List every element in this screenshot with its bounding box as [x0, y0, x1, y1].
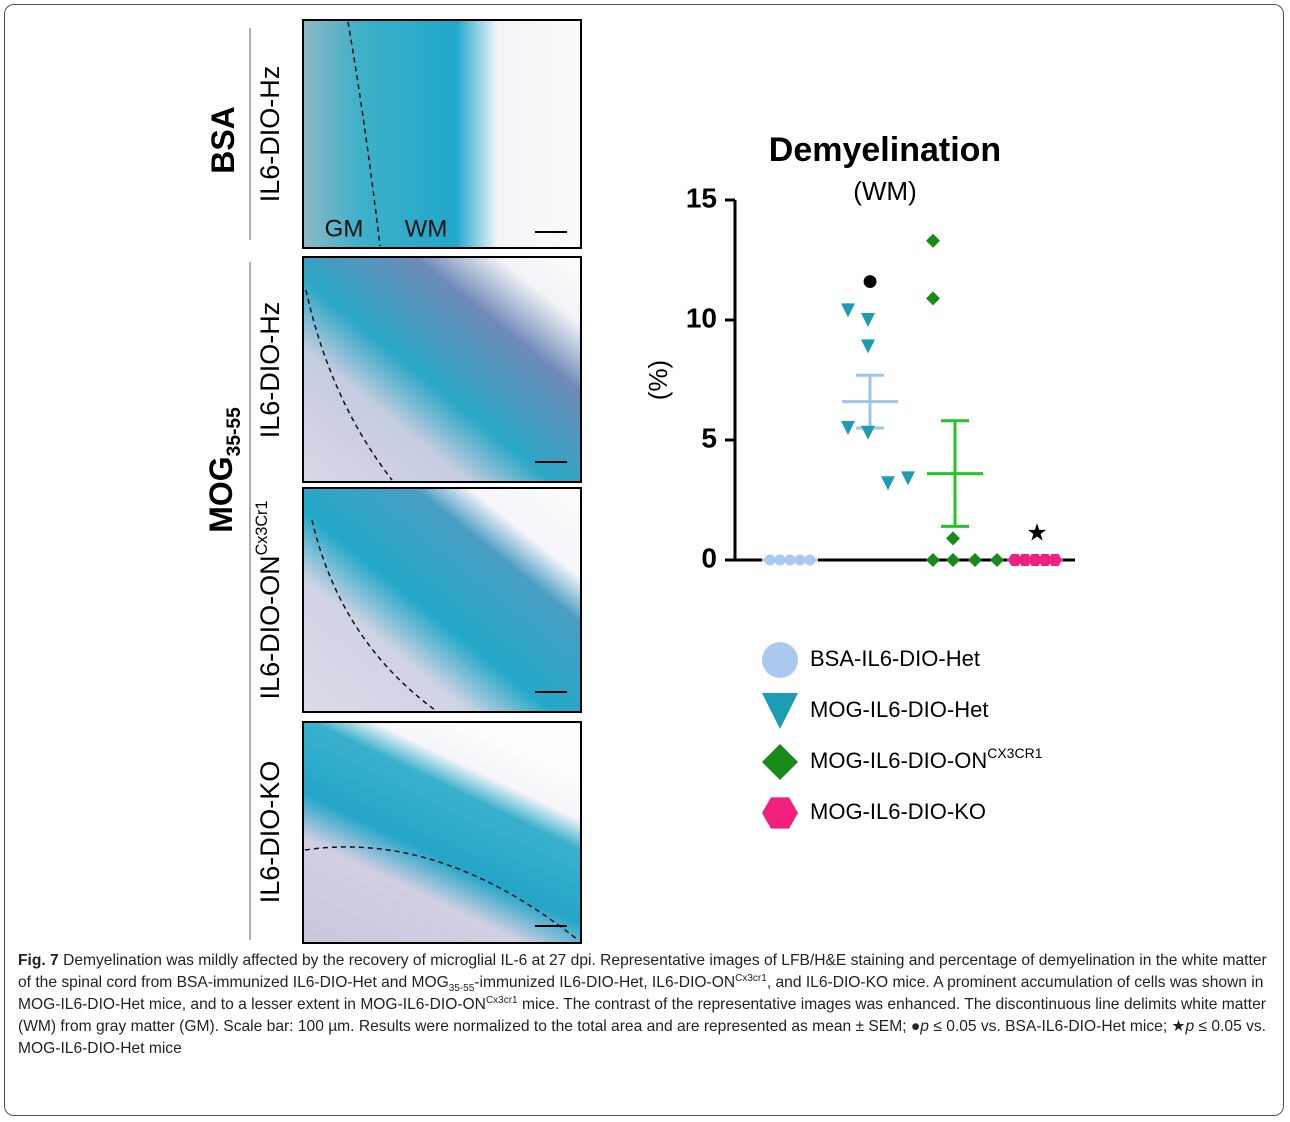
legend-marker: [762, 693, 798, 729]
gm-wm-boundary: [305, 289, 393, 481]
y-tick-label: 15: [686, 182, 717, 213]
legend-label: MOG-IL6-DIO-Het: [810, 697, 988, 722]
caption-run: Demyelination was mildly affected by the…: [18, 952, 1267, 991]
data-point: [841, 303, 855, 318]
data-point: [881, 476, 895, 491]
y-tick-label: 5: [701, 422, 717, 453]
row-label-sup: Cx3Cr1: [253, 501, 271, 556]
significance-mark: ★: [1026, 519, 1048, 546]
micrograph: [302, 721, 582, 944]
y-tick-label: 0: [701, 542, 717, 573]
caption-run: ≤ 0.05 vs. MOG-IL6-DIO-Het mice: [18, 1018, 1267, 1057]
caption-run: Fig. 7: [18, 952, 59, 969]
data-point: [784, 554, 796, 566]
figure-frame: [4, 4, 1284, 1116]
data-point: [926, 553, 940, 567]
data-point: [901, 471, 915, 486]
data-point: [804, 554, 816, 566]
data-point: [1028, 553, 1042, 567]
legend-label-text: MOG-IL6-DIO-KO: [810, 799, 986, 824]
data-point: [946, 553, 960, 567]
group-label: BSA: [205, 106, 241, 174]
caption: Fig. 7 Demyelination was mildly affected…: [18, 950, 1276, 1060]
group-label-text: MOG: [203, 456, 239, 532]
legend-label-sup: CX3CR1: [987, 745, 1042, 761]
legend-marker: [762, 744, 798, 780]
row-label-text: IL6-DIO-ON: [255, 555, 285, 699]
data-point: [861, 313, 875, 327]
caption-run: Cx3cr1: [735, 972, 767, 984]
row-label: IL6-DIO-KO: [255, 761, 285, 904]
row-label-text: IL6-DIO-Hz: [255, 302, 285, 439]
legend-marker: [762, 797, 798, 829]
chart: Demyelination (WM) (%) ● ★ 0 5 10 15 BSA-IL6…: [643, 131, 1075, 829]
micrograph: [302, 256, 582, 483]
row-label: IL6-DIO-Hz: [255, 302, 285, 439]
data-point: [1018, 553, 1032, 567]
micrograph: [302, 19, 582, 249]
row-label-text: IL6-DIO-Hz: [255, 66, 285, 203]
row-label-text: IL6-DIO-KO: [255, 761, 285, 904]
y-axis-label: (%): [643, 360, 673, 400]
group-label-text: BSA: [205, 106, 241, 174]
data-point: [841, 421, 855, 435]
data-point: [764, 554, 776, 566]
data-point: [861, 425, 875, 440]
data-point: [1048, 553, 1062, 567]
chart-subtitle: (WM): [853, 176, 917, 206]
caption-run: -immunized IL6-DIO-Het, IL6-DIO-ON: [474, 974, 736, 991]
chart-title: Demyelination: [769, 131, 1001, 169]
legend-label: MOG-IL6-DIO-ONCX3CR1: [810, 745, 1043, 773]
data-point: [926, 233, 940, 248]
legend-label-text: MOG-IL6-DIO-ON: [810, 748, 987, 773]
row-label: IL6-DIO-Hz: [255, 66, 285, 203]
caption-run: , and IL6-DIO-KO mice. A prominent accum…: [18, 974, 1264, 1013]
legend-label-text: MOG-IL6-DIO-Het: [810, 697, 988, 722]
significance-mark: ●: [861, 264, 879, 297]
y-tick-label: 10: [686, 302, 717, 333]
caption-run: ≤ 0.05 vs. BSA-IL6-DIO-Het mice; ★: [928, 1018, 1186, 1035]
group-label: MOG35-55: [203, 407, 244, 533]
caption-run: 35-55: [448, 983, 475, 995]
legend-label: MOG-IL6-DIO-KO: [810, 799, 986, 824]
data-point: [968, 553, 982, 567]
caption-run: p: [920, 1018, 929, 1035]
data-point: [1038, 553, 1052, 567]
data-point: [794, 554, 806, 566]
scale-bars: [535, 231, 567, 927]
data-point: [861, 339, 875, 354]
caption-run: mice. The contrast of the representative…: [18, 996, 1266, 1035]
data-point: [990, 553, 1004, 567]
data-point: [926, 291, 940, 306]
group-label-sub: 35-55: [224, 407, 245, 456]
micrographs: [302, 19, 582, 944]
data-point: [1008, 553, 1022, 567]
legend-label-text: BSA-IL6-DIO-Het: [810, 646, 980, 671]
micrograph: [302, 487, 582, 713]
data-point: [774, 554, 786, 566]
figure: GM WM BSA MOG35-55 IL6-DIO-Hz IL6-DIO-Hz IL6…: [203, 19, 1075, 944]
caption-run: Cx3cr1: [485, 994, 518, 1006]
data-point: [946, 531, 960, 546]
boundary-lines: [304, 21, 579, 941]
caption-run: p: [1185, 1018, 1195, 1035]
legend-marker: [762, 642, 798, 678]
legend-label: BSA-IL6-DIO-Het: [810, 646, 980, 671]
region-label: GM: [325, 215, 364, 242]
panel-labels: BSA MOG35-55 IL6-DIO-Hz IL6-DIO-Hz IL6-DIO-O…: [203, 66, 285, 904]
region-label: WM: [405, 215, 448, 242]
gm-wm-boundary: [311, 519, 436, 711]
row-label: IL6-DIO-ONCx3Cr1: [253, 501, 285, 700]
gm-wm-boundary: [304, 846, 579, 941]
